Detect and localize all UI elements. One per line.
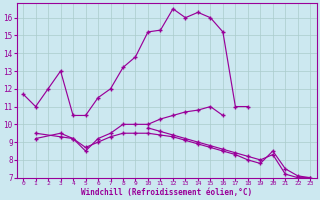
X-axis label: Windchill (Refroidissement éolien,°C): Windchill (Refroidissement éolien,°C) <box>81 188 252 197</box>
